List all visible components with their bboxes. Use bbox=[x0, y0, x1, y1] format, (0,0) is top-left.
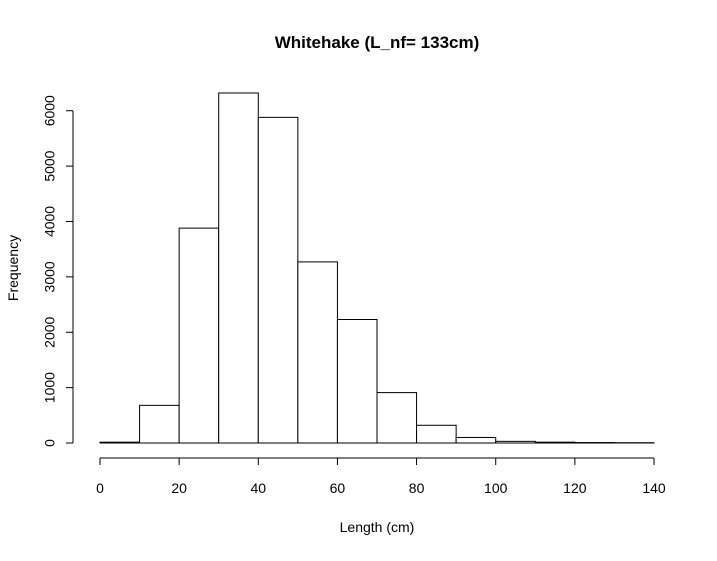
histogram-bar bbox=[140, 405, 180, 443]
y-tick-label: 5000 bbox=[42, 150, 58, 181]
histogram-bar bbox=[179, 228, 219, 443]
histogram-bar bbox=[456, 437, 496, 443]
histogram-bar bbox=[219, 93, 259, 443]
histogram-bar bbox=[377, 393, 417, 443]
y-axis-label: Frequency bbox=[5, 235, 21, 301]
y-tick-label: 6000 bbox=[42, 95, 58, 126]
x-tick-label: 100 bbox=[484, 480, 508, 496]
histogram-bar bbox=[337, 320, 377, 443]
histogram-bar bbox=[100, 442, 140, 443]
x-tick-label: 80 bbox=[409, 480, 425, 496]
y-tick-label: 1000 bbox=[42, 372, 58, 403]
x-tick-label: 40 bbox=[250, 480, 266, 496]
x-tick-label: 20 bbox=[171, 480, 187, 496]
bars-group bbox=[100, 93, 654, 443]
y-tick-label: 3000 bbox=[42, 261, 58, 292]
x-tick-label: 0 bbox=[96, 480, 104, 496]
y-tick-label: 4000 bbox=[42, 206, 58, 237]
x-tick-label: 120 bbox=[563, 480, 587, 496]
x-tick-label: 140 bbox=[642, 480, 666, 496]
chart-title: Whitehake (L_nf= 133cm) bbox=[275, 33, 480, 52]
x-tick-label: 60 bbox=[330, 480, 346, 496]
histogram-bar bbox=[258, 117, 298, 443]
histogram-bar bbox=[535, 442, 575, 443]
histogram-bar bbox=[417, 425, 457, 443]
x-axis: 0 20 40 60 80 100 120 140 bbox=[96, 458, 666, 496]
y-axis: 0 1000 2000 3000 4000 5000 6000 bbox=[42, 95, 73, 447]
histogram-bar bbox=[298, 262, 338, 443]
y-tick-label: 0 bbox=[42, 439, 58, 447]
x-axis-label: Length (cm) bbox=[340, 519, 415, 535]
y-tick-label: 2000 bbox=[42, 316, 58, 347]
histogram-bar bbox=[496, 441, 536, 443]
